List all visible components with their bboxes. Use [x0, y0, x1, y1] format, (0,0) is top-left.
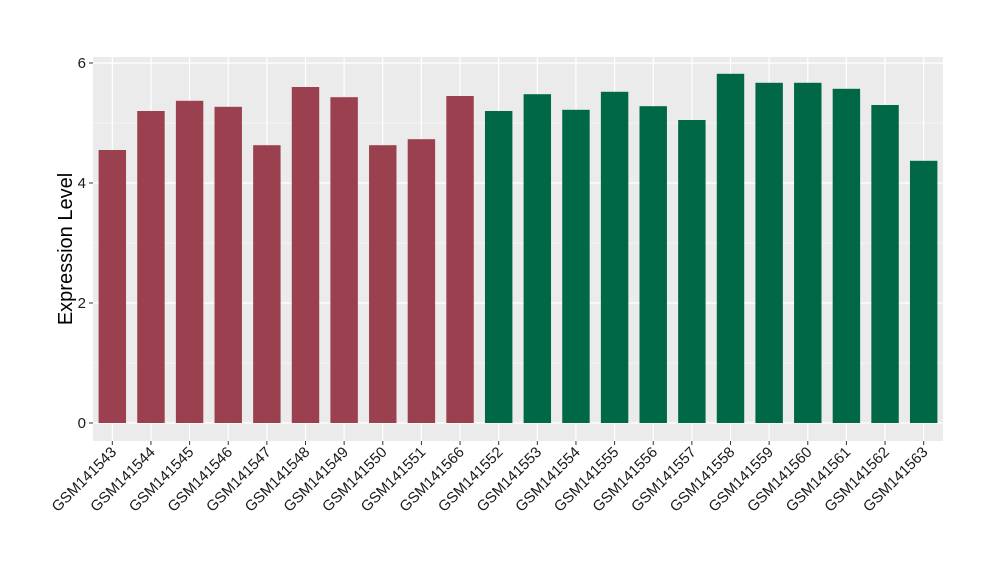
bar-GSM141548	[291, 87, 320, 423]
bar-GSM141557	[678, 120, 706, 423]
x-axis: GSM141543GSM141544GSM141545GSM141546GSM1…	[49, 441, 932, 515]
bar-GSM141546	[214, 106, 242, 424]
bar-GSM141552	[484, 111, 513, 423]
bar-GSM141549	[330, 97, 358, 423]
bar-GSM141561	[832, 88, 861, 424]
y-axis-title: Expression Level	[55, 173, 77, 325]
bar-GSM141554	[562, 109, 590, 424]
bar-GSM141544	[137, 111, 165, 423]
bar-GSM141559	[755, 82, 783, 424]
bar-GSM141558	[716, 73, 745, 424]
bars	[98, 73, 938, 424]
y-tick-label: 6	[78, 55, 86, 72]
bar-GSM141562	[871, 105, 899, 423]
bar-GSM141555	[600, 91, 629, 424]
y-tick-label: 2	[78, 295, 86, 312]
bar-GSM141543	[98, 150, 127, 423]
y-tick-label: 0	[78, 415, 86, 432]
y-tick-label: 4	[78, 175, 86, 192]
bar-GSM141560	[794, 82, 822, 424]
bar-GSM141551	[407, 139, 436, 423]
bar-GSM141550	[369, 145, 397, 423]
bar-GSM141545	[175, 100, 204, 424]
y-axis: 0 2 4 6	[78, 55, 93, 432]
bar-GSM141547	[253, 145, 281, 423]
bar-GSM141566	[446, 96, 474, 423]
bar-GSM141563	[909, 160, 938, 424]
bar-GSM141556	[639, 106, 667, 423]
bar-GSM141553	[523, 94, 552, 423]
